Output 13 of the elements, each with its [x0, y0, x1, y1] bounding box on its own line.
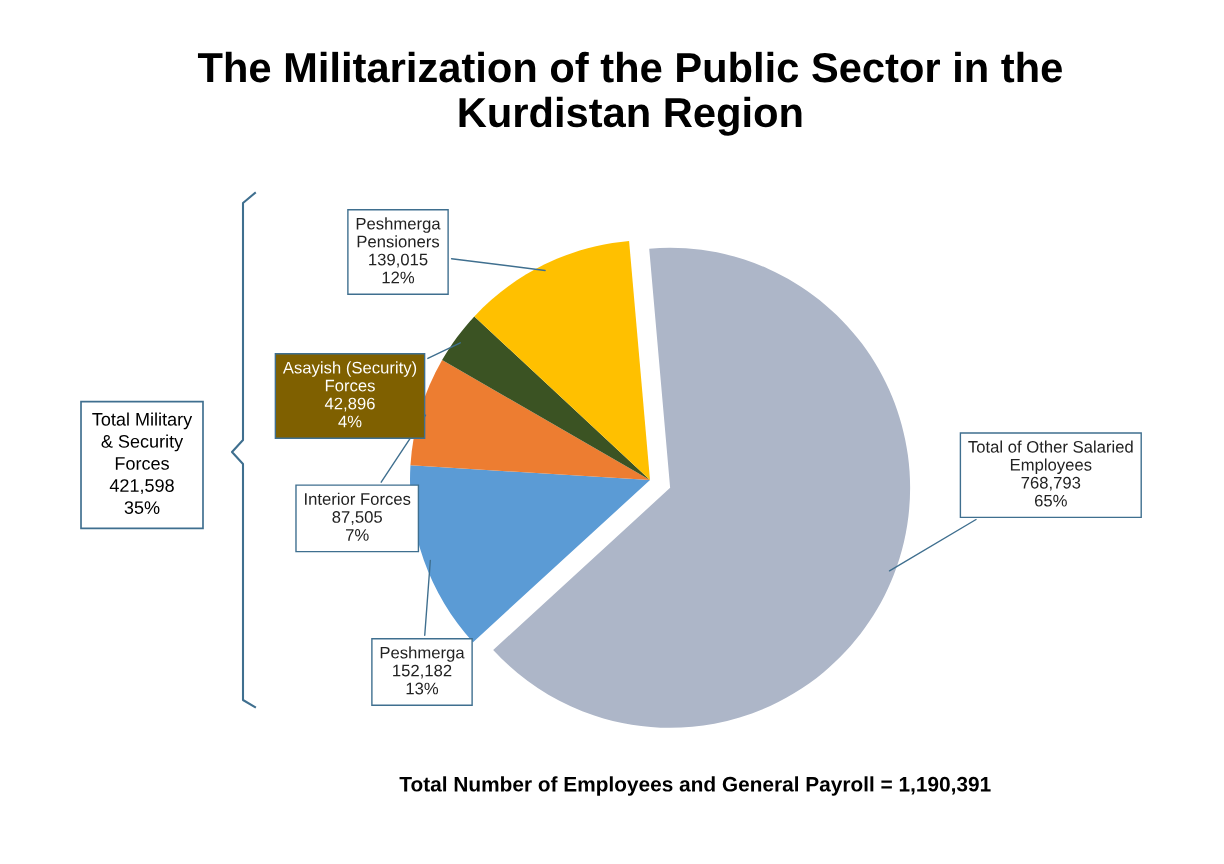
text: Total Number of Employees and General Payroll = 1,190,391 — [399, 776, 991, 796]
slice-label: Asayish (Security) Forces — [282, 361, 417, 392]
data-label: 87,505 7% — [332, 511, 382, 541]
data-label: 42,896 4% — [324, 397, 375, 428]
data-label: 152,182 13% — [393, 664, 452, 695]
slice-label: Total of Other Salaried Employees — [968, 440, 1133, 474]
text: Total Military & Security Forces 421,598 35% — [92, 412, 193, 514]
data-label: 768,793 65% — [1021, 476, 1081, 507]
slice-label: Peshmerga Pensioners — [356, 217, 441, 248]
slice-label: Peshmerga — [380, 646, 465, 662]
data-label: 139,015 12% — [369, 253, 428, 284]
slice-label: Interior Forces — [305, 492, 411, 505]
chart-title: The Militarization of the Public Sector in the Kurdistan Region — [197, 51, 1062, 136]
